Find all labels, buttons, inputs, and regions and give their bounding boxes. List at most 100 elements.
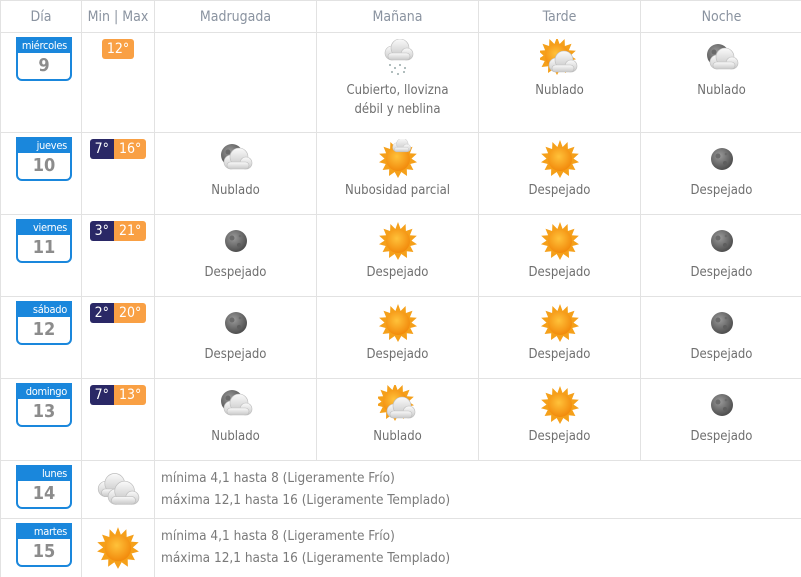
condition-label: Despejado: [528, 183, 591, 198]
forecast-row: viernes 11 3° 21° Despejado Despejado Despejad…: [0, 214, 801, 297]
moon-cloud-icon: [216, 385, 256, 425]
period-cell: Despejado: [316, 214, 479, 297]
header-day: Día: [0, 0, 82, 33]
day-cell: lunes 14: [0, 460, 82, 519]
calendar-date: domingo 13: [16, 383, 72, 427]
minmax-cell: 7° 13°: [81, 378, 155, 461]
moon-icon: [216, 303, 256, 343]
day-cell: miércoles 9: [0, 32, 82, 133]
header-minmax: Min | Max: [81, 0, 155, 33]
weekday-label: miércoles: [18, 39, 70, 53]
sun-icon: [540, 385, 580, 425]
minmax-cell: 12°: [81, 32, 155, 133]
day-number: 15: [32, 541, 56, 562]
moon-icon: [702, 139, 742, 179]
day-number: 9: [38, 55, 50, 76]
sun-icon: [378, 303, 418, 343]
header-noche: Noche: [640, 0, 801, 33]
condition-label: Despejado: [528, 265, 591, 280]
period-cell: Despejado: [154, 296, 317, 379]
sun-icon: [540, 303, 580, 343]
min-summary: mínima 4,1 hasta 8 (Ligeramente Frío): [161, 528, 395, 544]
weekday-label: viernes: [18, 221, 70, 235]
weekday-label: domingo: [18, 385, 70, 399]
max-temp-badge: 12°: [101, 39, 135, 59]
condition-label: Nublado: [535, 83, 584, 98]
condition-label: Nublado: [211, 429, 260, 444]
day-cell: sábado 12: [0, 296, 82, 379]
forecast-row: miércoles 9 12° Cubierto, llovizna débil y …: [0, 32, 801, 133]
period-cell: Nublado: [316, 378, 479, 461]
min-summary: mínima 4,1 hasta 8 (Ligeramente Frío): [161, 470, 395, 486]
day-cell: jueves 10: [0, 132, 82, 215]
max-temp-badge: 21°: [113, 221, 147, 241]
sun-icon: [540, 139, 580, 179]
forecast-row: jueves 10 7° 16° Nublado Nubosidad parcial Des…: [0, 132, 801, 215]
min-temp-badge: 2°: [89, 303, 114, 323]
weekday-label: jueves: [18, 139, 70, 153]
min-temp-badge: 3°: [89, 221, 114, 241]
sun-icon: [378, 221, 418, 261]
period-cell: Nublado: [154, 132, 317, 215]
moon-icon: [702, 303, 742, 343]
icon-cell: [81, 518, 155, 577]
day-cell: viernes 11: [0, 214, 82, 297]
calendar-date: lunes 14: [16, 465, 72, 509]
condition-label: Despejado: [366, 265, 429, 280]
condition-label: Cubierto, llovizna débil y neblina: [346, 83, 449, 117]
period-cell: Nublado: [478, 32, 641, 133]
clouds-icon: [96, 468, 140, 512]
calendar-date: martes 15: [16, 523, 72, 567]
period-cell: Despejado: [640, 214, 801, 297]
moon-icon: [702, 385, 742, 425]
period-cell: Cubierto, llovizna débil y neblina: [316, 32, 479, 133]
rain-snow-cloud-icon: [378, 39, 418, 75]
period-cell: Despejado: [478, 378, 641, 461]
period-cell: Nublado: [640, 32, 801, 133]
day-number: 12: [32, 319, 56, 340]
calendar-date: miércoles 9: [16, 37, 72, 81]
period-cell: Despejado: [640, 378, 801, 461]
header-row: Día Min | Max Madrugada Mañana Tarde Noc…: [0, 0, 801, 33]
weekday-label: martes: [18, 525, 70, 539]
header-manana: Mañana: [316, 0, 479, 33]
period-cell: Despejado: [478, 214, 641, 297]
condition-label: Nublado: [373, 429, 422, 444]
weekday-label: lunes: [18, 467, 70, 481]
condition-label: Despejado: [690, 429, 753, 444]
sun-cloud-icon: [540, 39, 580, 79]
min-temp-badge: 7°: [89, 385, 114, 405]
minmax-cell: 3° 21°: [81, 214, 155, 297]
sun-icon: [96, 526, 140, 570]
weekday-label: sábado: [18, 303, 70, 317]
calendar-date: jueves 10: [16, 137, 72, 181]
sun-icon: [540, 221, 580, 261]
max-temp-badge: 20°: [113, 303, 147, 323]
minmax-cell: 2° 20°: [81, 296, 155, 379]
day-number: 14: [32, 483, 56, 504]
forecast-row: sábado 12 2° 20° Despejado Despejado Despejado…: [0, 296, 801, 379]
sun-small-cloud-icon: [378, 139, 418, 179]
max-temp-badge: 16°: [113, 139, 147, 159]
moon-cloud-icon: [702, 39, 742, 79]
moon-icon: [216, 221, 256, 261]
period-cell: Despejado: [640, 296, 801, 379]
condition-label: Nubosidad parcial: [344, 183, 451, 198]
period-cell: Nubosidad parcial: [316, 132, 479, 215]
calendar-date: viernes 11: [16, 219, 72, 263]
period-cell: Despejado: [478, 132, 641, 215]
period-cell: Despejado: [478, 296, 641, 379]
condition-label: Despejado: [366, 347, 429, 362]
max-summary: máxima 12,1 hasta 16 (Ligeramente Templa…: [161, 492, 451, 508]
day-number: 11: [32, 237, 56, 258]
day-cell: domingo 13: [0, 378, 82, 461]
period-cell: [154, 32, 317, 133]
condition-label: Despejado: [690, 347, 753, 362]
condition-label: Despejado: [690, 183, 753, 198]
period-cell: Nublado: [154, 378, 317, 461]
forecast-row: domingo 13 7° 13° Nublado Nublado Despejado Des…: [0, 378, 801, 461]
condition-label: Despejado: [204, 265, 267, 280]
max-summary: máxima 12,1 hasta 16 (Ligeramente Templa…: [161, 550, 451, 566]
period-cell: Despejado: [316, 296, 479, 379]
